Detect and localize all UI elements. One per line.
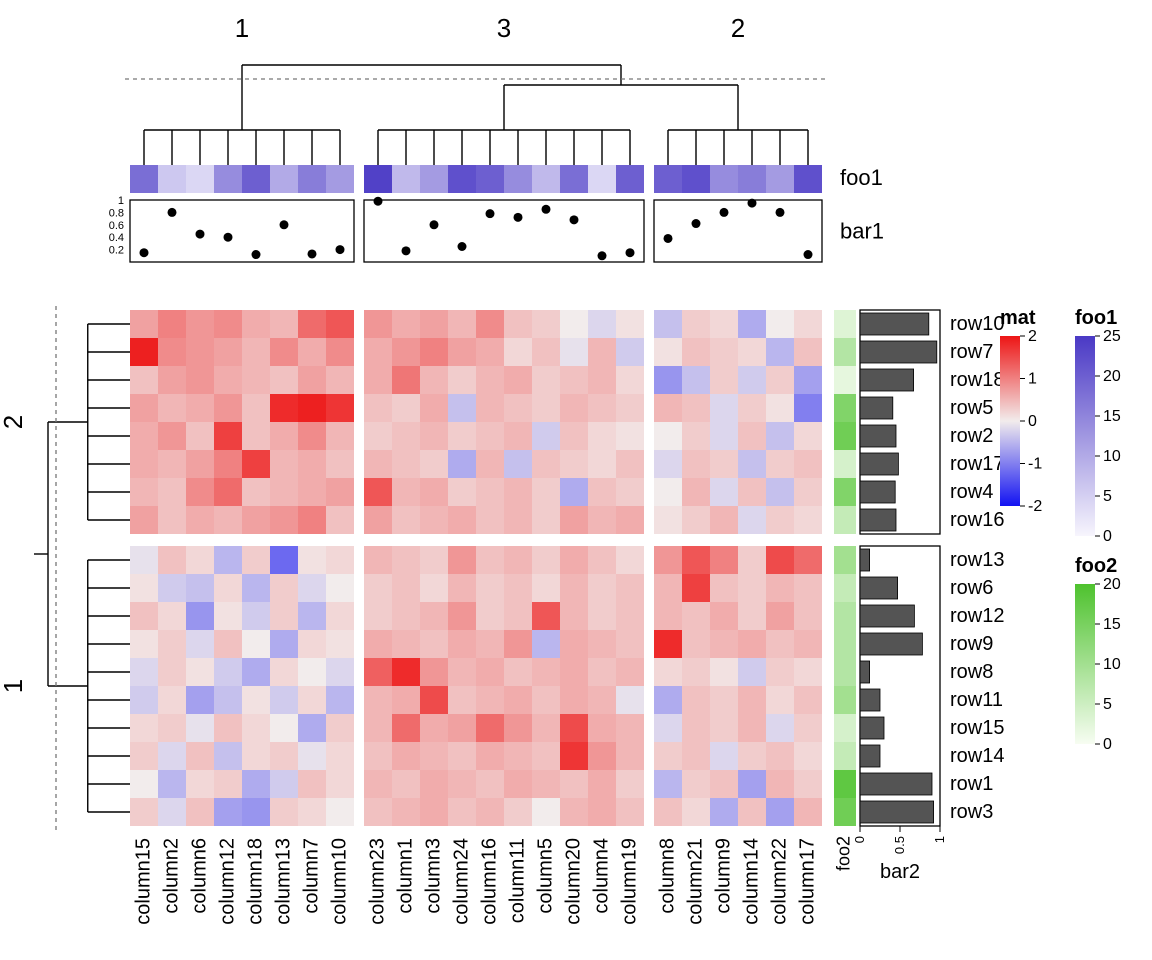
legend-tick: 1 [1028,371,1037,388]
legend-tick: 5 [1103,488,1112,505]
col-name: column15 [133,838,155,925]
row-name: row3 [950,801,993,823]
row-name: row4 [950,481,993,503]
bar1-tick: 0.4 [109,232,124,244]
bar1-tick: 1 [118,195,124,207]
row-name: row5 [950,397,993,419]
legend-title-foo2: foo2 [1075,555,1117,577]
col-name: column11 [507,838,529,923]
row-name: row12 [950,605,1004,627]
legend-title-mat: mat [1000,307,1036,329]
col-name: column23 [367,838,389,925]
legend-tick: 20 [1103,368,1121,385]
row-names: row10 row7 row18 row5 row2 row17 row4 row16 row1… [950,313,1004,823]
col-name: column9 [713,838,735,914]
legend-tick: 5 [1103,696,1112,713]
col-name: column12 [217,838,239,925]
col-name: column7 [301,838,323,914]
col-name: column10 [329,838,351,925]
foo1-annotation: foo1 [130,165,883,193]
col-name: column22 [769,838,791,925]
row-name: row14 [950,745,1004,767]
legend-tick: 0 [1103,528,1112,545]
col-name: column19 [619,838,641,925]
bar2-annotation: 0 0.5 1 bar2 [852,310,947,883]
heatmap-body [130,310,822,826]
row-name: row6 [950,577,993,599]
legend-tick: 15 [1103,408,1121,425]
col-name: column14 [741,838,763,925]
legend-tick: 10 [1103,656,1121,673]
complex-heatmap: 132foo10.20.40.60.81bar121foo200.51bar2r… [0,0,1152,960]
col-name: column5 [535,838,557,914]
row-name: row1 [950,773,993,795]
col-name: column4 [591,838,613,914]
col-name: column18 [245,838,267,925]
col-cluster-label: 1 [235,13,249,43]
row-name: row16 [950,509,1004,531]
col-dendrogram: 1 3 2 [125,13,827,165]
bar2-tick: 1 [932,836,947,843]
col-cluster-label: 3 [497,13,511,43]
legend-tick: 2 [1028,328,1037,345]
col-cluster-label: 2 [731,13,745,43]
col-name: column16 [479,838,501,925]
col-name: column21 [685,838,707,925]
bar1-tick: 0.8 [109,207,124,219]
row-name: row10 [950,313,1004,335]
row-name: row7 [950,341,993,363]
col-name: column1 [395,838,417,914]
col-name: column20 [563,838,585,925]
row-name: row2 [950,425,993,447]
col-name: column24 [451,838,473,925]
bar1-label: bar1 [840,218,884,243]
row-name: row13 [950,549,1004,571]
col-name: column8 [657,838,679,914]
row-name: row11 [950,689,1003,711]
legend-tick: 15 [1103,616,1121,633]
col-name: column2 [161,838,183,914]
col-name: column3 [423,838,445,914]
bar2-tick: 0 [852,836,867,843]
legend-tick: 10 [1103,448,1121,465]
row-name: row8 [950,661,993,683]
bar1-tick: 0.6 [109,220,124,232]
legend-tick: 25 [1103,328,1121,345]
row-cluster-label: 1 [0,679,28,693]
legend-tick: 0 [1103,736,1112,753]
legend-tick: 0 [1028,413,1037,430]
foo2-annotation: foo2 [833,310,856,871]
bar2-tick: 0.5 [892,836,907,854]
row-name: row18 [950,369,1004,391]
col-name: column13 [273,838,295,925]
foo1-label: foo1 [840,165,883,190]
bar1-tick: 0.2 [109,245,124,257]
row-name: row17 [950,453,1004,475]
legend-tick: -1 [1028,456,1042,473]
bar2-label: bar2 [880,861,920,883]
row-cluster-label: 2 [0,415,28,429]
row-name: row15 [950,717,1004,739]
legend-tick: -2 [1028,498,1042,515]
row-name: row9 [950,633,993,655]
foo2-label: foo2 [833,836,853,871]
col-name: column17 [797,838,819,925]
legend-tick: 20 [1103,576,1121,593]
col-name: column6 [189,838,211,914]
col-names: column15 column2 column6 column12 column18 co… [133,838,819,925]
row-dendrogram: 21 [0,306,130,830]
legends: mat210-1-2foo12520151050foo220151050 [1000,307,1121,753]
legend-title-foo1: foo1 [1075,307,1117,329]
bar1-annotation: 0.20.40.60.81 bar1 [109,195,884,262]
